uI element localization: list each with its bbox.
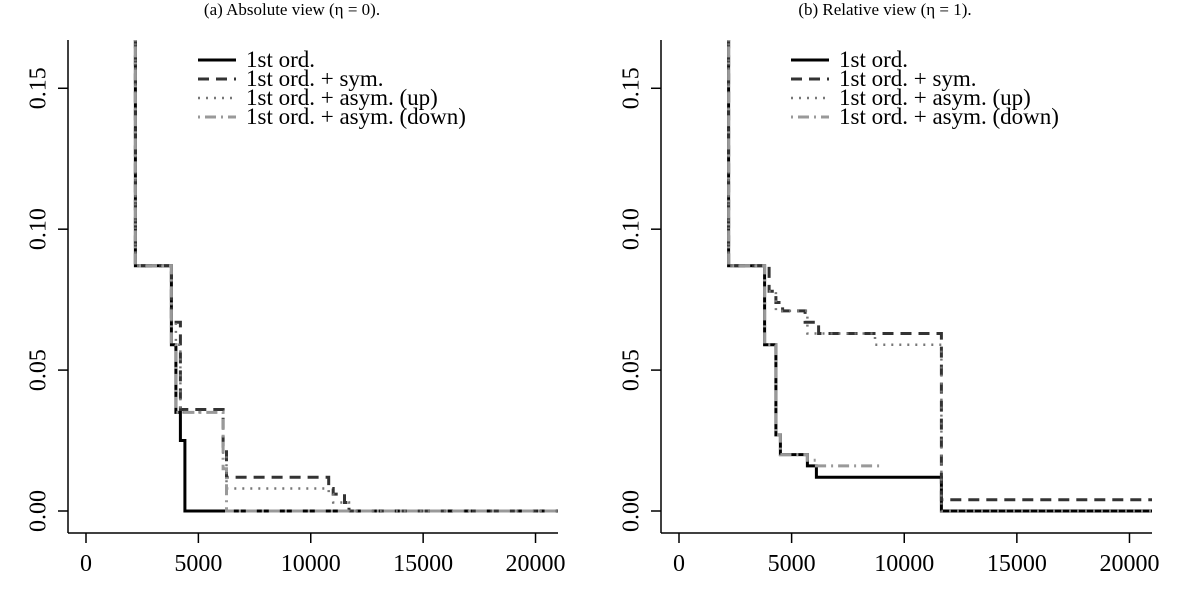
y-tick-label: 0.15 [26, 67, 52, 109]
legend: 1st ord.1st ord. + sym.1st ord. + asym. … [198, 47, 466, 129]
x-tick-label: 5000 [174, 551, 222, 577]
x-tick-label: 5000 [768, 551, 816, 577]
x-tick-label: 15000 [987, 551, 1047, 577]
legend-label-3: 1st ord. + asym. (up) [839, 85, 1031, 110]
series-line-2 [133, 40, 558, 513]
y-tick-label: 0.05 [26, 349, 52, 391]
series-group [727, 40, 1152, 513]
x-tick-label: 10000 [874, 551, 934, 577]
legend-label-4: 1st ord. + asym. (down) [246, 104, 466, 129]
panel-title: (b) Relative view (η = 1). [798, 0, 971, 19]
legend-label-4: 1st ord. + asym. (down) [839, 104, 1059, 129]
legend-label-1: 1st ord. [839, 47, 908, 72]
x-tick-label: 20000 [1099, 551, 1159, 577]
x-tick-label: 10000 [281, 551, 341, 577]
y-tick-label: 0.05 [619, 349, 645, 391]
legend: 1st ord.1st ord. + sym.1st ord. + asym. … [791, 47, 1059, 129]
y-tick-label: 0.10 [26, 208, 52, 250]
x-tick-label: 15000 [393, 551, 453, 577]
panel-title: (a) Absolute view (η = 0). [204, 0, 380, 19]
legend-label-1: 1st ord. [246, 47, 315, 72]
y-tick-label: 0.15 [619, 67, 645, 109]
x-tick-label: 20000 [506, 551, 566, 577]
panel-absolute-view: (a) Absolute view (η = 0). 0.00 0.05 0.10 0… [26, 0, 566, 577]
legend-label-2: 1st ord. + sym. [839, 66, 977, 91]
legend-label-2: 1st ord. + sym. [246, 66, 384, 91]
y-tick-label: 0.10 [619, 208, 645, 250]
panel-relative-view: (b) Relative view (η = 1). 0.00 0.05 0.10 0… [619, 0, 1160, 577]
y-tick-label: 0.00 [619, 490, 645, 532]
x-tick-label: 0 [673, 551, 685, 577]
legend-label-3: 1st ord. + asym. (up) [246, 85, 438, 110]
x-tick-label: 0 [80, 551, 92, 577]
y-tick-label: 0.00 [26, 490, 52, 532]
series-group [133, 40, 558, 513]
series-line-4 [727, 40, 882, 468]
series-line-4 [133, 40, 558, 513]
series-line-3 [134, 40, 558, 513]
